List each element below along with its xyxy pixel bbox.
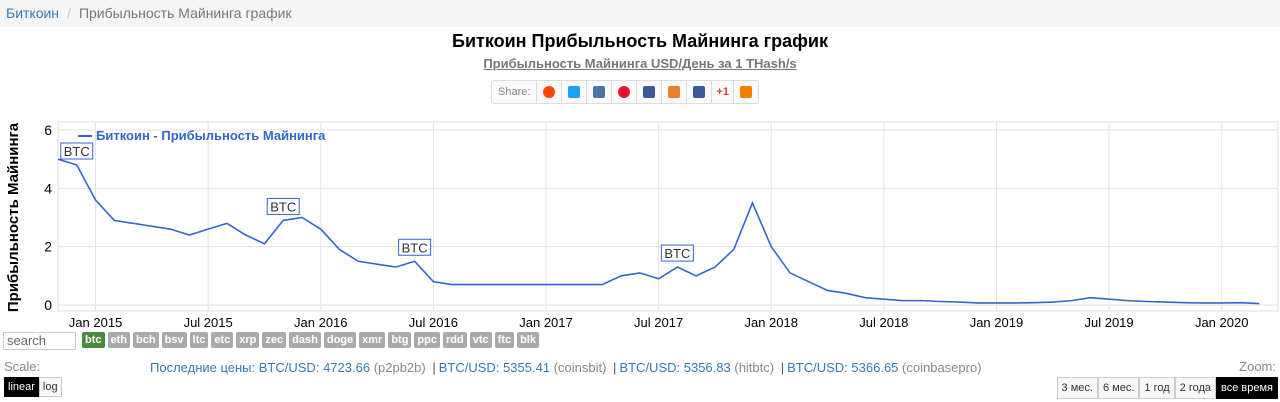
scale-buttons: linear log xyxy=(4,377,62,397)
scale-button[interactable]: linear xyxy=(4,377,39,397)
coin-button[interactable]: xrp xyxy=(236,332,260,348)
price-pair: BTC/USD: xyxy=(787,360,848,375)
price-exchange: (coinsbit) xyxy=(553,360,607,375)
breadcrumb-current: Прибыльность Майнинга график xyxy=(78,5,292,21)
coin-button[interactable]: etc xyxy=(211,332,234,348)
annotation-box xyxy=(60,142,94,160)
annotation-flag: BTC xyxy=(660,244,694,262)
price-separator: | xyxy=(432,360,436,375)
share-weibo[interactable] xyxy=(612,81,638,103)
price-pair: BTC/USD: xyxy=(258,360,320,375)
share-facebook[interactable] xyxy=(687,81,713,103)
zoom-buttons: 3 мес. 6 мес. 1 год 2 года все время xyxy=(1056,377,1278,399)
scale-label: Scale: xyxy=(4,359,41,374)
zoom-label: Zoom: xyxy=(1239,359,1276,374)
x-tick-label: Jan 2018 xyxy=(744,315,798,330)
annotation-text: BTC xyxy=(270,199,296,214)
x-tick-label: Jul 2018 xyxy=(859,315,908,330)
scale-button[interactable]: log xyxy=(38,377,62,397)
prices-label: Последние цены: xyxy=(150,360,256,375)
x-tick-label: Jan 2016 xyxy=(294,315,348,330)
x-tick-label: Jul 2015 xyxy=(184,315,233,330)
price-exchange: (hitbtc) xyxy=(734,360,775,375)
coin-button[interactable]: bch xyxy=(133,332,159,348)
share-label: Share: xyxy=(492,81,538,103)
y-tick-label: 0 xyxy=(44,297,52,313)
y-tick-label: 6 xyxy=(44,122,52,138)
y-tick-label: 4 xyxy=(44,180,52,196)
zoom-button[interactable]: 1 год xyxy=(1139,377,1175,399)
annotation-box xyxy=(398,238,432,256)
annotation-flag: BTC xyxy=(398,238,432,256)
coin-button[interactable]: btg xyxy=(388,332,412,348)
share-blogger[interactable] xyxy=(734,81,758,103)
price-value: 5356.83 xyxy=(683,360,731,375)
search-input[interactable]: search xyxy=(3,332,76,350)
zoom-button[interactable]: 3 мес. xyxy=(1056,377,1098,399)
breadcrumb-home[interactable]: Биткоин xyxy=(6,5,60,21)
coin-button[interactable]: dash xyxy=(289,332,321,348)
price-value: 4723.66 xyxy=(323,360,371,375)
coin-button[interactable]: zec xyxy=(262,332,287,348)
x-tick-label: Jan 2019 xyxy=(970,315,1024,330)
x-tick-label: Jan 2020 xyxy=(1195,315,1249,330)
x-tick-label: Jan 2017 xyxy=(519,315,573,330)
coin-button[interactable]: ftc xyxy=(494,332,515,348)
coin-button[interactable]: eth xyxy=(107,332,130,348)
share-bar: Share: +1 xyxy=(491,80,759,104)
price-pair: BTC/USD: xyxy=(438,360,500,375)
price-separator: | xyxy=(780,360,785,375)
coin-button[interactable]: doge xyxy=(323,332,357,348)
coin-button[interactable]: xmr xyxy=(359,332,386,348)
latest-prices: Последние цены: BTC/USD: 4723.66 (p2pb2b… xyxy=(150,358,1010,378)
y-tick-label: 2 xyxy=(44,239,52,255)
annotation-flag: BTC xyxy=(266,197,300,215)
coin-button[interactable]: bsv xyxy=(161,332,187,348)
coin-button[interactable]: rdd xyxy=(442,332,467,348)
price-separator: | xyxy=(613,360,617,375)
legend-label: Биткоин - Прибыльность Майнинга xyxy=(96,128,326,143)
breadcrumb: Биткоин / Прибыльность Майнинга график xyxy=(0,0,1280,27)
share-like[interactable] xyxy=(637,81,663,103)
share-plus-one[interactable]: +1 xyxy=(712,81,734,103)
price-value: 5366.65 xyxy=(851,360,899,375)
annotation-text: BTC xyxy=(664,246,690,261)
x-tick-label: Jul 2017 xyxy=(634,315,683,330)
page-subtitle[interactable]: Прибыльность Майнинга USD/День за 1 THas… xyxy=(483,56,797,71)
share-reddit[interactable] xyxy=(537,81,563,103)
zoom-button[interactable]: все время xyxy=(1216,377,1278,399)
price-pair: BTC/USD: xyxy=(619,360,681,375)
y-axis-label: Прибыльность Майнинга xyxy=(5,122,22,312)
page-title: Биткоин Прибыльность Майнинга график xyxy=(452,31,828,51)
coin-button[interactable]: vtc xyxy=(469,332,492,348)
x-tick-label: Jul 2019 xyxy=(1084,315,1133,330)
price-value: 5355.41 xyxy=(503,360,551,375)
plot-area xyxy=(57,121,1279,312)
chart: 0 2 4 6 Jan 2015 Jul 2015 Jan 2016 Jul 2016 Jan … xyxy=(5,121,1279,330)
annotation-box xyxy=(266,197,300,215)
coin-button[interactable]: btc xyxy=(82,332,105,348)
zoom-button[interactable]: 2 года xyxy=(1174,377,1216,399)
share-odnoklassniki[interactable] xyxy=(662,81,688,103)
x-tick-label: Jan 2015 xyxy=(69,315,123,330)
share-vk[interactable] xyxy=(587,81,613,103)
annotation-flag: BTC xyxy=(60,142,94,160)
zoom-button[interactable]: 6 мес. xyxy=(1097,377,1140,399)
coin-buttons: btc eth bch bsv ltc etc xrp zec dash doge xmr btg pp… xyxy=(82,332,539,348)
breadcrumb-separator: / xyxy=(67,5,71,21)
annotation-text: BTC xyxy=(402,240,428,255)
data-line xyxy=(57,158,1260,305)
annotation-box xyxy=(660,244,694,262)
share-twitter[interactable] xyxy=(562,81,588,103)
coin-button[interactable]: blk xyxy=(517,332,539,348)
x-tick-label: Jul 2016 xyxy=(409,315,458,330)
price-exchange: (coinbasepro) xyxy=(902,360,982,375)
price-exchange: (p2pb2b) xyxy=(373,360,426,375)
annotation-text: BTC xyxy=(64,144,90,159)
coin-button[interactable]: ppc xyxy=(414,332,440,348)
coin-button[interactable]: ltc xyxy=(189,332,209,348)
